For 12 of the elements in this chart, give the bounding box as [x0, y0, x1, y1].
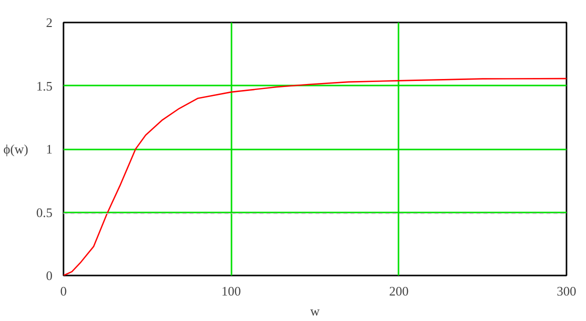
y-tick-label: 0	[46, 268, 52, 283]
y-tick-label: 0.5	[36, 204, 52, 220]
line-series	[64, 78, 566, 276]
x-tick-label: 200	[389, 284, 409, 298]
x-tick-label: 300	[556, 284, 576, 298]
x-tick-label: 100	[221, 284, 241, 298]
y-tick-label: 1.5	[36, 78, 52, 94]
x-axis-title: w	[310, 304, 320, 318]
y-axis-title: ϕ(w)	[3, 142, 28, 156]
y-tick-label: 2	[46, 15, 52, 30]
y-tick-label: 1	[46, 142, 52, 156]
x-tick-label: 0	[60, 284, 67, 298]
